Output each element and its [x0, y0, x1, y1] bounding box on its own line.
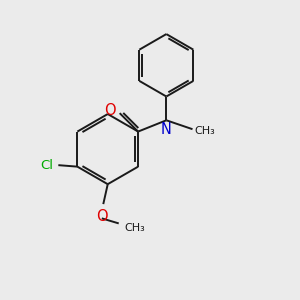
- Text: O: O: [104, 103, 116, 118]
- Text: Cl: Cl: [40, 159, 53, 172]
- Text: N: N: [161, 122, 172, 137]
- Text: CH₃: CH₃: [124, 223, 145, 233]
- Text: CH₃: CH₃: [195, 126, 215, 136]
- Text: O: O: [96, 209, 108, 224]
